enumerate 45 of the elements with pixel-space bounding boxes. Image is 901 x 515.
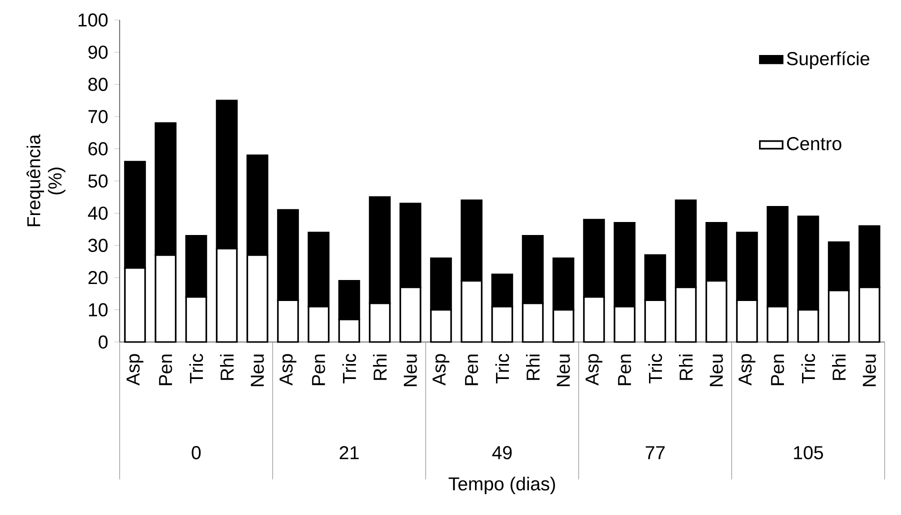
x-tick-label: Rhi	[679, 354, 693, 380]
legend-label: Superfície	[786, 51, 870, 69]
x-tick-label: Neu	[404, 354, 417, 386]
x-tick-label: Rhi	[220, 354, 234, 380]
x-tick-label: Asp	[280, 354, 296, 386]
x-tick-label: Asp	[432, 354, 450, 386]
x-tick-label: Rhi	[373, 354, 387, 380]
y-tick-label: 30	[88, 238, 108, 252]
x-tick-label: Neu	[710, 354, 723, 386]
x-tick-label: Tric	[189, 354, 204, 384]
y-tick-label: 60	[88, 142, 108, 156]
text: 105	[794, 446, 823, 460]
y-tick-label: 50	[88, 174, 108, 188]
text: 49	[492, 446, 512, 460]
x-tick-label: Neu	[250, 354, 264, 386]
y-tick-label: 80	[88, 78, 108, 92]
y-tick-label: 0	[98, 335, 108, 349]
x-tick-label: Pen	[312, 354, 326, 386]
x-tick-label: Neu	[862, 354, 876, 386]
y-tick-label: 10	[88, 303, 108, 316]
legend-label: Centro	[787, 137, 842, 150]
text: 21	[340, 446, 359, 460]
y-tick-label: 70	[88, 110, 108, 124]
text: 0	[192, 446, 201, 460]
x-tick-label: Tric	[801, 354, 816, 384]
x-tick-label: Rhi	[526, 354, 540, 380]
y-tick-label: 100	[78, 13, 108, 27]
x-tick-label: Asp	[126, 354, 144, 386]
x-tick-label: Tric	[648, 354, 662, 384]
x-tick-label: Pen	[771, 354, 784, 386]
x-tick-label: Rhi	[832, 354, 846, 380]
x-axis-title: Tempo (dias)	[448, 476, 555, 494]
y-tick-label: 90	[88, 46, 108, 59]
x-tick-label: Pen	[159, 354, 172, 386]
x-tick-label: Pen	[618, 354, 632, 386]
y-axis-title: Frequência (%)	[26, 134, 66, 226]
text: 77	[646, 446, 665, 460]
x-tick-label: Neu	[556, 354, 570, 386]
y-tick-label: 20	[88, 270, 108, 284]
x-tick-label: Tric	[495, 354, 510, 384]
x-tick-label: Tric	[342, 354, 356, 384]
x-tick-label: Pen	[465, 354, 478, 386]
x-tick-label: Asp	[738, 354, 756, 386]
y-tick-label: 40	[88, 206, 108, 220]
x-tick-label: Asp	[586, 354, 602, 386]
